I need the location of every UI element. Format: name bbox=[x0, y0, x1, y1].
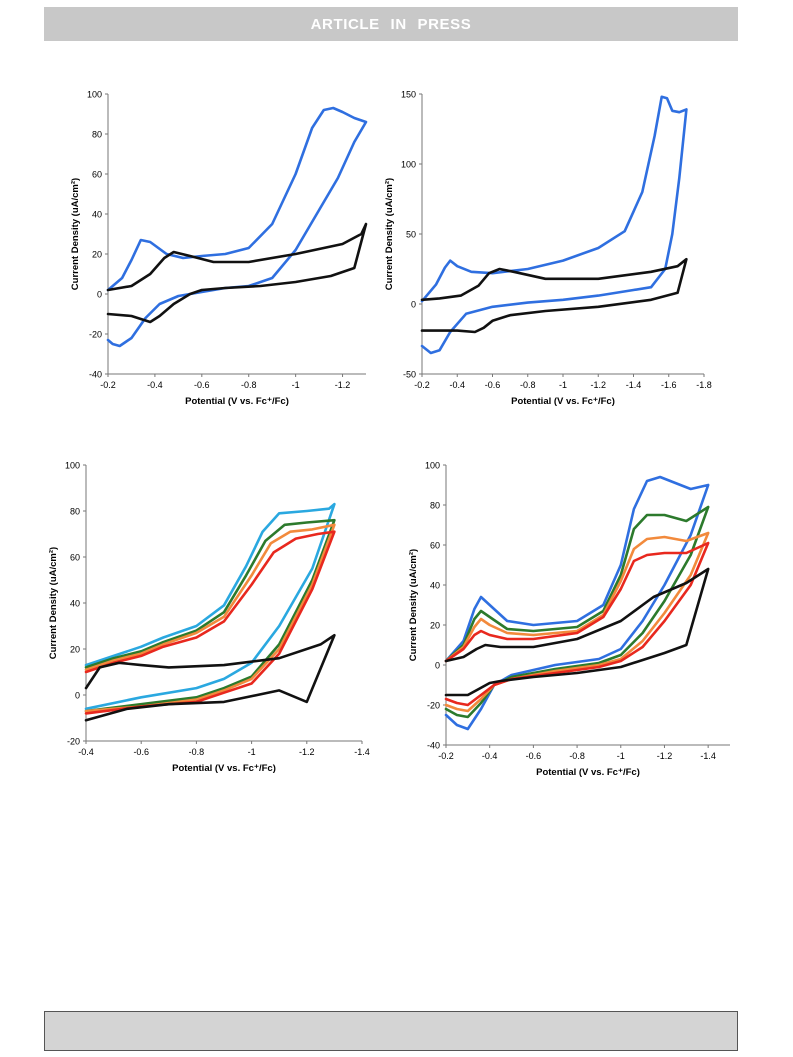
y-tick-label: 0 bbox=[97, 290, 102, 300]
x-axis-title: Potential (V vs. Fc⁺/Fc) bbox=[536, 767, 640, 778]
cv-trace-4 bbox=[84, 530, 336, 715]
x-axis-title: Potential (V vs. Fc⁺/Fc) bbox=[185, 396, 289, 407]
x-tick-label: -1.2 bbox=[590, 380, 606, 390]
chart-panel-bottom-left: -20 0 20 40 60 80 100 -0.4 -0.6 -0.8 -1 -1.2 -1.4 Pot… bbox=[48, 461, 370, 775]
y-tick-label: -50 bbox=[403, 370, 416, 380]
chart-panel-bottom-right: -40 -20 0 20 40 60 80 100 -0.2 -0.4 -0.6 -0.8 -1 -1.2… bbox=[408, 461, 730, 778]
cv-trace-4 bbox=[444, 541, 710, 707]
x-tick-label: -0.4 bbox=[449, 380, 465, 390]
y-tick-label: 40 bbox=[92, 210, 102, 220]
y-tick-label: 60 bbox=[430, 541, 440, 551]
x-tick-label: -0.6 bbox=[485, 380, 501, 390]
y-tick-label: -20 bbox=[89, 330, 102, 340]
y-tick-label: 20 bbox=[92, 250, 102, 260]
x-tick-label: -1.8 bbox=[696, 380, 712, 390]
x-tick-label: -1.4 bbox=[354, 747, 370, 757]
y-tick-label: 20 bbox=[430, 621, 440, 631]
cv-trace-2 bbox=[84, 518, 336, 713]
cv-trace-3 bbox=[84, 523, 336, 713]
y-tick-label: 60 bbox=[70, 553, 80, 563]
y-tick-label: -20 bbox=[67, 737, 80, 747]
y-tick-label: 40 bbox=[70, 599, 80, 609]
y-tick-label: 40 bbox=[430, 581, 440, 591]
y-tick-label: 80 bbox=[70, 507, 80, 517]
y-tick-label: 60 bbox=[92, 170, 102, 180]
x-tick-label: -0.4 bbox=[147, 380, 163, 390]
footer-placeholder-box bbox=[44, 1011, 738, 1051]
y-axis-title: Current Density (uA/cm²) bbox=[384, 178, 395, 290]
y-tick-label: 100 bbox=[65, 461, 80, 471]
x-tick-label: -0.4 bbox=[78, 747, 94, 757]
cv-trace-1 bbox=[106, 106, 368, 348]
cv-trace-5 bbox=[84, 633, 336, 722]
y-tick-label: 50 bbox=[406, 230, 416, 240]
chart-panel-top-left: -40 -20 0 20 40 60 80 100 -0.2 -0.4 -0.6 -0.8 -1 -1.2… bbox=[70, 90, 368, 407]
y-tick-label: -40 bbox=[427, 741, 440, 751]
x-tick-label: -0.8 bbox=[189, 747, 205, 757]
cv-trace-1 bbox=[84, 502, 336, 711]
y-tick-label: 0 bbox=[411, 300, 416, 310]
y-axis-title: Current Density (uA/cm²) bbox=[408, 549, 419, 661]
y-tick-label: -40 bbox=[89, 370, 102, 380]
y-tick-label: 100 bbox=[87, 90, 102, 100]
y-tick-label: 0 bbox=[75, 691, 80, 701]
x-tick-label: -1.2 bbox=[657, 751, 673, 761]
y-tick-label: 100 bbox=[401, 160, 416, 170]
cv-trace-2 bbox=[420, 257, 688, 334]
x-tick-label: -0.8 bbox=[520, 380, 536, 390]
x-tick-label: -1 bbox=[248, 747, 256, 757]
x-tick-label: -1.4 bbox=[700, 751, 716, 761]
y-tick-label: 20 bbox=[70, 645, 80, 655]
x-axis-title: Potential (V vs. Fc⁺/Fc) bbox=[511, 396, 615, 407]
y-tick-label: 100 bbox=[425, 461, 440, 471]
x-tick-label: -0.8 bbox=[569, 751, 585, 761]
x-tick-label: -0.2 bbox=[414, 380, 430, 390]
chart-panel-top-right: -50 0 50 100 150 -0.2 -0.4 -0.6 -0.8 -1 -1.2 -1.4 -1… bbox=[384, 90, 712, 408]
article-in-press-banner: ARTICLE IN PRESS bbox=[44, 7, 738, 41]
y-tick-label: 150 bbox=[401, 90, 416, 100]
cv-trace-5 bbox=[444, 567, 710, 697]
y-tick-label: 80 bbox=[92, 130, 102, 140]
x-tick-label: -1 bbox=[617, 751, 625, 761]
x-axis-title: Potential (V vs. Fc⁺/Fc) bbox=[172, 763, 276, 774]
x-tick-label: -1 bbox=[559, 380, 567, 390]
y-tick-label: 0 bbox=[435, 661, 440, 671]
x-tick-label: -1.2 bbox=[335, 380, 351, 390]
x-tick-label: -1.6 bbox=[661, 380, 677, 390]
x-tick-label: -0.6 bbox=[194, 380, 210, 390]
x-tick-label: -0.2 bbox=[438, 751, 454, 761]
banner-text: ARTICLE IN PRESS bbox=[310, 15, 472, 33]
x-tick-label: -1 bbox=[292, 380, 300, 390]
y-axis-title: Current Density (uA/cm²) bbox=[70, 178, 81, 290]
cv-trace-2 bbox=[106, 222, 368, 324]
x-tick-label: -0.2 bbox=[100, 380, 116, 390]
x-tick-label: -1.4 bbox=[626, 380, 642, 390]
x-tick-label: -0.6 bbox=[526, 751, 542, 761]
x-tick-label: -0.4 bbox=[482, 751, 498, 761]
cv-trace-1 bbox=[420, 95, 688, 355]
x-tick-label: -0.8 bbox=[241, 380, 257, 390]
x-tick-label: -0.6 bbox=[133, 747, 149, 757]
y-axis-title: Current Density (uA/cm²) bbox=[48, 547, 59, 659]
y-tick-label: -20 bbox=[427, 701, 440, 711]
x-tick-label: -1.2 bbox=[299, 747, 315, 757]
y-tick-label: 80 bbox=[430, 501, 440, 511]
